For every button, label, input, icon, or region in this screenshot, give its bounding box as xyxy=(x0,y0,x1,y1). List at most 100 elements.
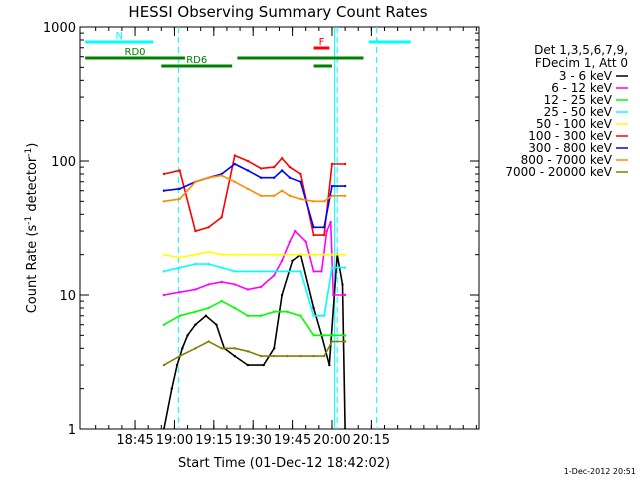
state-bar-label: N xyxy=(116,31,123,42)
data-point xyxy=(259,270,263,273)
data-point xyxy=(178,266,181,269)
state-bar-label: RD6 xyxy=(186,55,207,66)
data-point xyxy=(312,354,315,358)
data-point xyxy=(328,363,331,367)
legend-entry-label: 6 - 12 keV xyxy=(551,81,613,95)
data-point xyxy=(299,314,302,317)
data-point xyxy=(178,169,181,172)
series-line xyxy=(163,163,346,229)
chart-title: HESSI Observing Summary Count Rates xyxy=(128,3,427,21)
x-tick-label: 19:30 xyxy=(234,433,271,448)
y-axis-label-sup: -1 xyxy=(24,148,34,157)
data-point xyxy=(322,233,326,237)
data-point xyxy=(330,162,334,166)
x-tick-label: 19:00 xyxy=(156,433,193,448)
data-point xyxy=(259,253,263,256)
axes: 1 10 100 1000 18:45 19:00 19:15 19:30 19:45 20:00… xyxy=(43,21,479,448)
data-point xyxy=(178,197,181,201)
data-point xyxy=(273,270,276,273)
data-point xyxy=(280,293,284,297)
data-point xyxy=(312,226,315,229)
data-point xyxy=(273,347,276,350)
data-point xyxy=(233,306,237,310)
x-tick-label: 20:00 xyxy=(313,433,350,448)
data-point xyxy=(246,187,250,191)
data-point xyxy=(273,194,276,197)
state-bars xyxy=(85,40,411,68)
y-axis-label: Count Rate (s-1 detector-1) xyxy=(24,143,40,314)
data-point xyxy=(178,187,181,191)
data-point xyxy=(288,165,292,169)
data-point xyxy=(259,354,263,358)
legend-entry-label: 12 - 25 keV xyxy=(544,93,613,107)
data-point xyxy=(233,347,237,350)
data-point xyxy=(259,285,263,289)
data-point xyxy=(178,256,181,259)
data-point xyxy=(286,354,289,358)
data-point xyxy=(273,253,276,256)
data-point xyxy=(194,323,197,326)
data-point xyxy=(220,280,223,284)
data-point xyxy=(194,262,197,266)
data-point xyxy=(259,194,263,197)
x-axis-label: Start Time (01-Dec-12 18:42:02) xyxy=(178,456,390,471)
data-point xyxy=(178,290,181,294)
data-point xyxy=(162,427,166,429)
data-point xyxy=(220,347,223,350)
data-point xyxy=(162,172,166,176)
data-point xyxy=(343,253,347,256)
data-point xyxy=(259,167,263,170)
data-point xyxy=(322,354,326,358)
data-point xyxy=(246,288,250,291)
data-point xyxy=(194,288,197,291)
data-point xyxy=(273,354,276,358)
data-point xyxy=(175,363,179,367)
data-point xyxy=(207,283,210,286)
data-point xyxy=(186,334,189,337)
y-tick-label: 100 xyxy=(51,155,76,170)
data-point xyxy=(343,194,347,197)
legend-entry-label: 50 - 100 keV xyxy=(536,117,613,131)
data-point xyxy=(246,270,250,273)
data-point xyxy=(178,314,181,317)
data-point xyxy=(322,226,326,229)
data-point xyxy=(246,253,250,256)
data-point xyxy=(233,253,237,256)
data-point xyxy=(220,216,223,219)
data-point xyxy=(299,253,302,256)
plot-frame xyxy=(79,26,480,430)
data-point xyxy=(286,270,289,273)
x-tick-label: 19:15 xyxy=(195,433,232,448)
y-axis-label-part: detector xyxy=(25,156,40,216)
data-point xyxy=(330,334,334,337)
legend-entry-label: 25 - 50 keV xyxy=(544,105,613,119)
data-point xyxy=(194,229,197,233)
data-point xyxy=(330,340,334,343)
data-point xyxy=(233,270,237,273)
data-point xyxy=(312,270,315,273)
legend-entry-label: 7000 - 20000 keV xyxy=(505,165,612,179)
data-point xyxy=(325,229,328,233)
data-point xyxy=(162,270,166,273)
data-point xyxy=(207,250,210,254)
data-point xyxy=(322,253,326,256)
data-point xyxy=(299,197,302,201)
data-point xyxy=(207,340,210,343)
data-point xyxy=(204,314,208,317)
data-point xyxy=(207,262,210,266)
data-point xyxy=(312,334,315,337)
data-point xyxy=(233,180,237,183)
data-point xyxy=(299,180,302,183)
data-point xyxy=(299,172,302,176)
y-axis-label-part: Count Rate (s xyxy=(25,225,40,314)
data-point xyxy=(320,270,323,273)
data-point xyxy=(329,220,332,224)
data-point xyxy=(332,293,335,297)
data-point xyxy=(246,169,250,172)
data-point xyxy=(162,363,166,367)
legend-entry-label: 100 - 300 keV xyxy=(528,129,612,143)
data-point xyxy=(343,334,347,337)
data-point xyxy=(322,200,326,203)
data-point xyxy=(322,334,326,337)
data-point xyxy=(233,154,237,157)
